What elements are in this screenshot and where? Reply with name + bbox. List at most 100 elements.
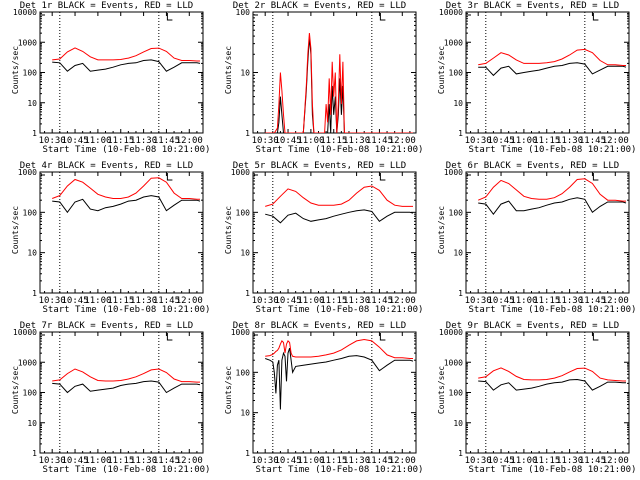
y-axis-title: Counts/sec: [224, 45, 233, 95]
interval-bracket-mark: [379, 13, 386, 21]
y-axis-title: Counts/sec: [11, 45, 20, 95]
interval-bracket-mark: [166, 333, 173, 341]
x-axis-title: Start Time (10-Feb-08 10:21:00): [255, 145, 424, 155]
x-tick-label: 11:45: [366, 456, 393, 466]
interval-bracket-mark: [592, 333, 599, 341]
x-axis-title: Start Time (10-Feb-08 10:21:00): [468, 305, 637, 315]
chart-title: Det 1r BLACK = Events, RED = LLD: [19, 1, 194, 11]
x-tick-label: 10:30: [39, 456, 66, 466]
x-tick-label: 11:15: [533, 296, 560, 306]
series-line-red: [265, 338, 413, 359]
x-tick-label: 11:30: [343, 136, 370, 146]
y-axis-title: Counts/sec: [437, 365, 446, 415]
chart-panel: 10:30 10:45 11:00 11:15 11:30 11:45 12:00 1 10 10…: [0, 320, 213, 480]
interval-bracket-mark: [379, 333, 386, 341]
x-tick-label: 12:00: [602, 136, 629, 146]
x-tick-label: 11:15: [320, 136, 347, 146]
plot-frame: [465, 331, 630, 454]
y-tick-label: 100: [449, 389, 464, 398]
y-axis-title: Counts/sec: [224, 205, 233, 255]
chart-panel: 10:30 10:45 11:00 11:15 11:30 11:45 12:00 1 10 10…: [426, 0, 639, 160]
x-tick-label: 12:00: [389, 456, 416, 466]
series-line-red: [478, 367, 626, 382]
y-tick-label: 10: [453, 249, 463, 258]
x-tick-label: 11:30: [556, 136, 583, 146]
y-tick-label: 1: [245, 289, 250, 298]
series-line-red: [52, 368, 200, 383]
x-tick-label: 10:45: [61, 456, 88, 466]
x-tick-label: 10:45: [274, 456, 301, 466]
x-tick-label: 11:45: [153, 136, 180, 146]
x-tick-label: 11:00: [84, 136, 111, 146]
y-tick-label: 100: [236, 8, 251, 17]
y-tick-label: 1000: [18, 168, 37, 177]
x-tick-label: 12:00: [389, 296, 416, 306]
x-tick-label: 10:45: [487, 456, 514, 466]
x-tick-label: 11:00: [510, 136, 537, 146]
interval-bracket-mark: [166, 13, 173, 21]
series-line-red: [478, 48, 626, 66]
y-tick-label: 10000: [439, 328, 463, 337]
series-line-black: [478, 197, 627, 216]
y-axis-title: Counts/sec: [437, 205, 446, 255]
x-tick-label: 11:15: [533, 456, 560, 466]
chart-panel: 10:30 10:45 11:00 11:15 11:30 11:45 12:00 1 10 10…: [426, 160, 639, 320]
plot-frame: [39, 171, 204, 294]
chart-panel: 10:30 10:45 11:00 11:15 11:30 11:45 12:00 1 10 10…: [0, 160, 213, 320]
y-tick-label: 10: [240, 409, 250, 418]
x-tick-label: 11:30: [343, 296, 370, 306]
y-tick-label: 10: [27, 249, 37, 258]
x-tick-label: 11:00: [84, 456, 111, 466]
y-tick-label: 1000: [444, 358, 463, 367]
series-line-black: [265, 209, 414, 224]
y-tick-label: 100: [23, 69, 38, 78]
series-line-red: [52, 47, 200, 62]
x-tick-label: 10:30: [252, 296, 279, 306]
x-tick-label: 12:00: [602, 296, 629, 306]
x-tick-label: 10:45: [61, 296, 88, 306]
chart-title: Det 9r BLACK = Events, RED = LLD: [445, 321, 620, 331]
y-tick-label: 1: [245, 449, 250, 458]
y-tick-label: 1000: [444, 38, 463, 47]
y-tick-label: 1000: [18, 38, 37, 47]
x-axis-title: Start Time (10-Feb-08 10:21:00): [468, 465, 637, 475]
plot-frame: [252, 11, 417, 134]
y-axis-title: Counts/sec: [224, 365, 233, 415]
x-tick-label: 10:30: [39, 296, 66, 306]
x-tick-label: 11:45: [153, 296, 180, 306]
x-tick-label: 11:45: [579, 136, 606, 146]
series-line-red: [478, 178, 626, 202]
plot-frame: [252, 331, 417, 454]
y-tick-label: 10: [453, 419, 463, 428]
x-tick-label: 11:45: [579, 296, 606, 306]
x-tick-label: 10:45: [274, 296, 301, 306]
series-line-black: [478, 378, 626, 391]
x-tick-label: 11:45: [579, 456, 606, 466]
x-axis-title: Start Time (10-Feb-08 10:21:00): [42, 465, 211, 475]
interval-bracket-mark: [166, 173, 173, 181]
x-tick-label: 11:00: [297, 456, 324, 466]
chart-panel: 10:30 10:45 11:00 11:15 11:30 11:45 12:00 1 10 10…: [426, 320, 639, 480]
chart-title: Det 3r BLACK = Events, RED = LLD: [445, 1, 620, 11]
y-axis-title: Counts/sec: [11, 205, 20, 255]
x-tick-label: 10:30: [39, 136, 66, 146]
x-tick-label: 11:30: [130, 136, 157, 146]
x-tick-label: 11:15: [533, 136, 560, 146]
y-tick-label: 10000: [439, 8, 463, 17]
x-tick-label: 11:15: [320, 296, 347, 306]
interval-bracket-mark: [592, 13, 599, 21]
x-tick-label: 11:15: [107, 456, 134, 466]
y-tick-label: 10000: [13, 8, 37, 17]
x-tick-label: 11:45: [366, 136, 393, 146]
chart-panel: 10:30 10:45 11:00 11:15 11:30 11:45 12:00 1 10 10…: [213, 320, 426, 480]
x-tick-label: 11:30: [130, 456, 157, 466]
y-axis-title: Counts/sec: [437, 45, 446, 95]
y-tick-label: 1: [245, 129, 250, 138]
x-tick-label: 11:45: [153, 456, 180, 466]
y-tick-label: 1000: [231, 168, 250, 177]
